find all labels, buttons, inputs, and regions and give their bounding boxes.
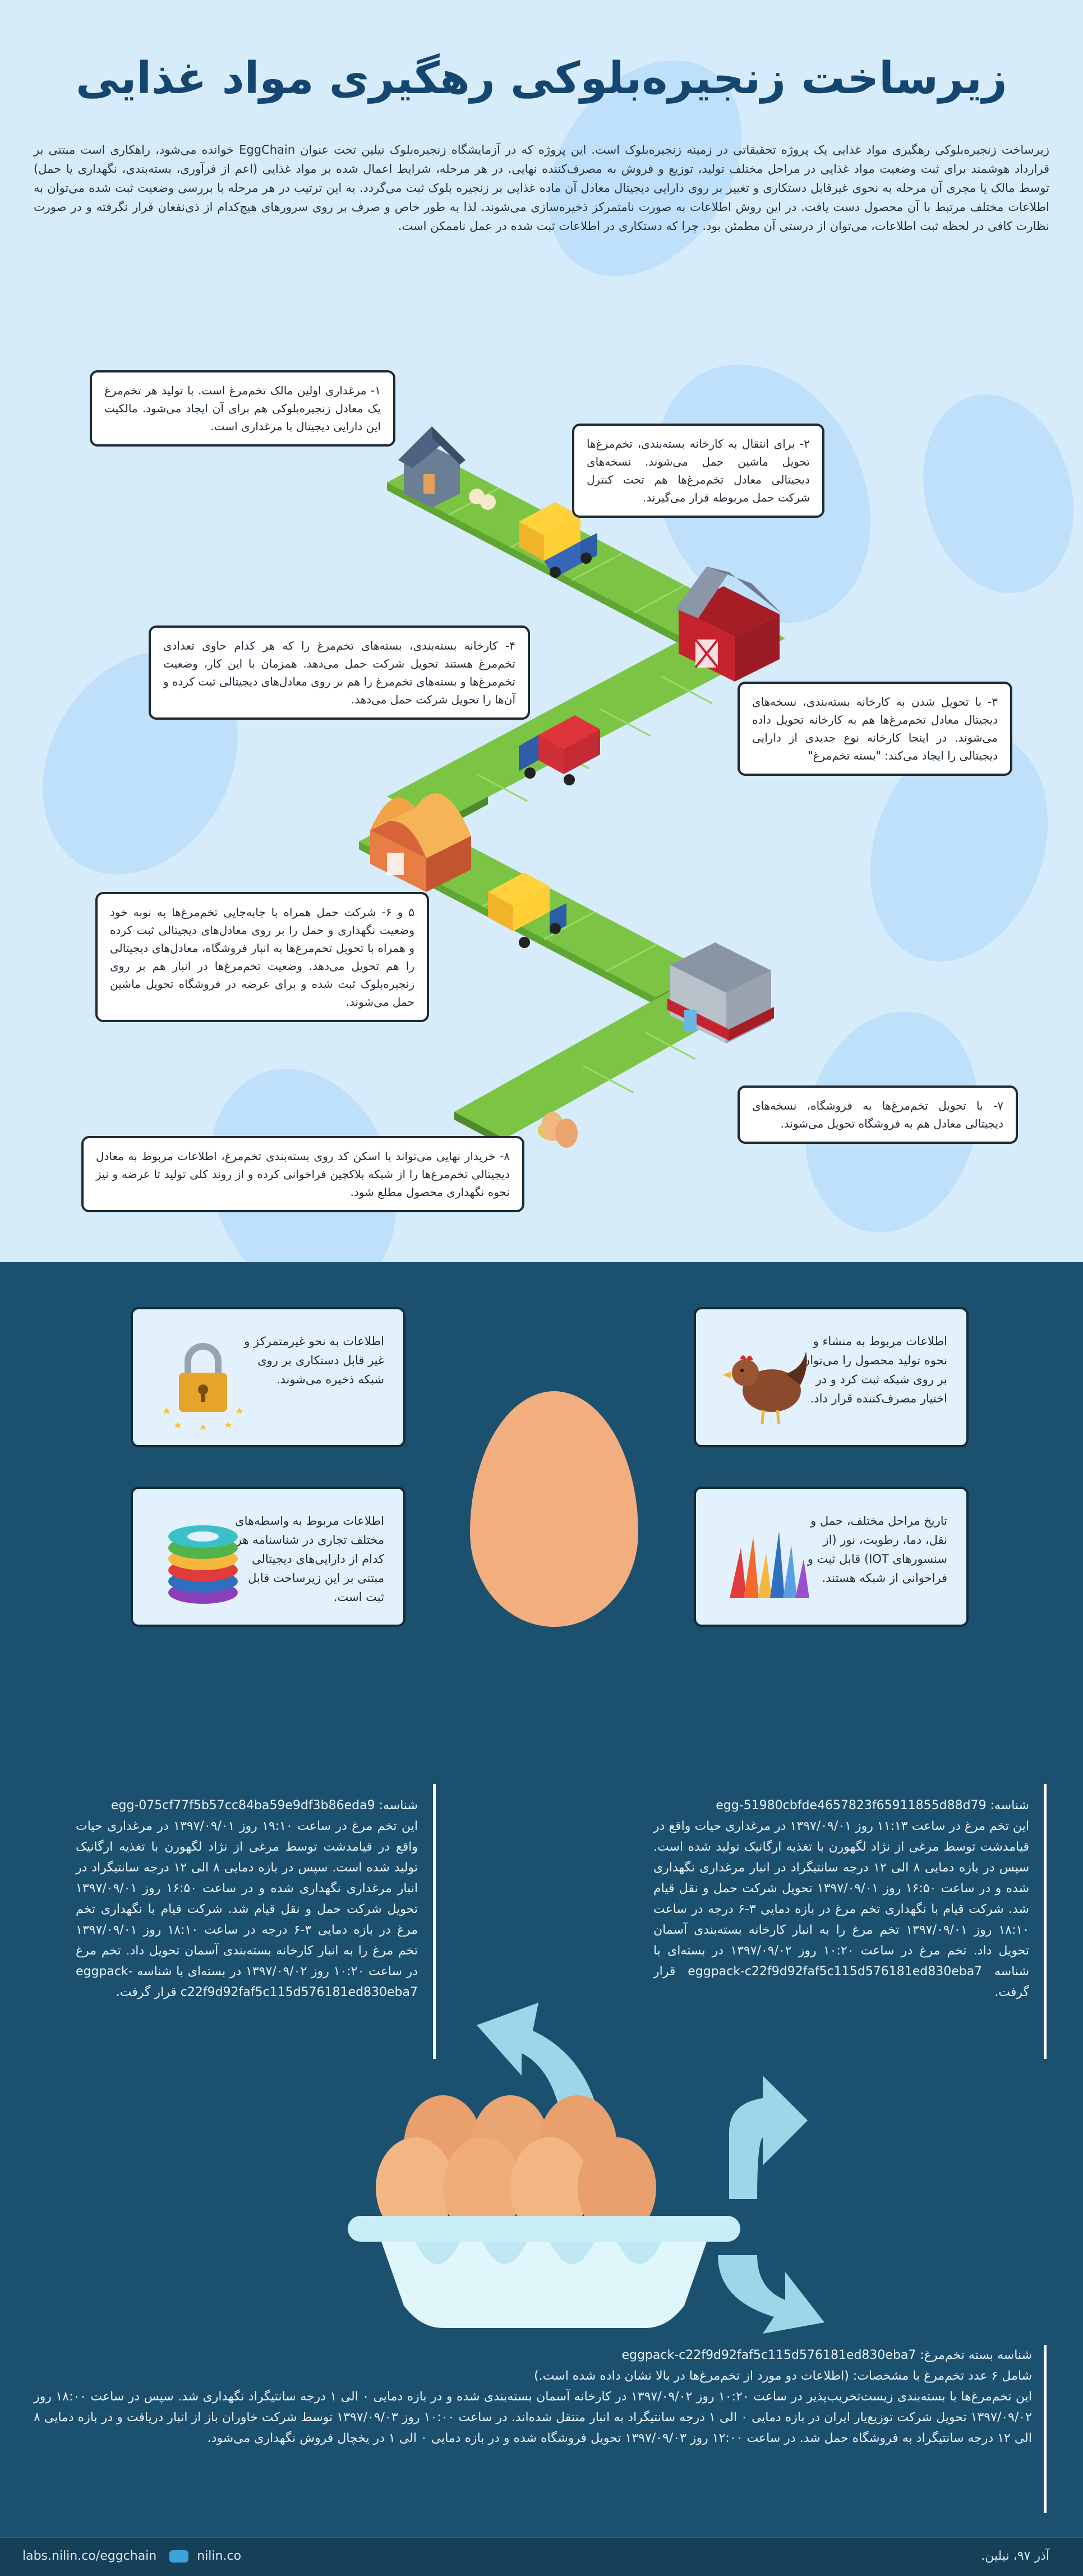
arrow-down-right-icon bbox=[718, 2255, 824, 2334]
packing-barn-icon bbox=[676, 567, 782, 682]
delivery-truck-icon bbox=[519, 715, 600, 785]
footer-brand[interactable]: nilin.co bbox=[197, 2549, 242, 2563]
step-4-callout: ۴- کارخانه بسته‌بندی، بسته‌های تخم‌مرغ ر… bbox=[149, 625, 530, 720]
fact-card-origin: اطلاعات مربوط به منشاء و نحوه تولید محصو… bbox=[694, 1307, 969, 1447]
footer-links: labs.nilin.co/eggchain nilin.co bbox=[22, 2549, 241, 2563]
step-3-callout: ۳- با تحویل شدن به کارخانه بسته‌بندی، نس… bbox=[738, 682, 1012, 776]
egg-carton-icon bbox=[538, 1112, 578, 1148]
egg-tray-icon bbox=[348, 2216, 740, 2328]
arrow-up-right-icon bbox=[729, 2076, 808, 2199]
fact-text: تاریخ مراحل مختلف، حمل و نقل، دما، رطوبت… bbox=[807, 1514, 947, 1585]
supply-chain-section: زیرساخت زنجیره‌بلوکی رهگیری مواد غذایی ز… bbox=[0, 0, 1083, 1262]
fact-text: اطلاعات مربوط به منشاء و نحوه تولید محصو… bbox=[801, 1335, 947, 1405]
delivery-truck-icon bbox=[519, 502, 597, 578]
egg-id: شناسه: egg-51980cbfde4657823f65911855d88… bbox=[716, 1798, 1029, 1813]
padlock-icon bbox=[163, 1343, 243, 1430]
step-8-callout: ۸- خریدار نهایی می‌تواند با اسکن کد روی … bbox=[81, 1136, 524, 1212]
egg-history: این تخم مرغ در ساعت ۱۹:۱۰ روز ۱۳۹۷/۰۹/۰۱… bbox=[76, 1819, 418, 1999]
hen-icon bbox=[723, 1351, 807, 1425]
footer: آذر ۹۷، نیلین. labs.nilin.co/eggchain ni… bbox=[0, 2537, 1083, 2576]
grocery-store-icon bbox=[667, 942, 774, 1043]
fact-text: اطلاعات به نحو غیرمتمرکز و غیر قابل دستک… bbox=[244, 1335, 384, 1386]
egg-history: این تخم مرغ در ساعت ۱۱:۱۳ روز ۱۳۹۷/۰۹/۰۱… bbox=[653, 1819, 1030, 1999]
intro-paragraph: زیرساخت زنجیره‌بلوکی رهگیری مواد غذایی ی… bbox=[34, 143, 1049, 233]
step-7-callout: ۷- با تحویل تخم‌مرغ‌ها به فروشگاه، نسخه‌… bbox=[738, 1085, 1018, 1144]
divider-line bbox=[433, 1784, 436, 2059]
supply-chain-road bbox=[359, 426, 785, 1148]
step-1-callout: ۱- مرغداری اولین مالک تخم‌مرغ است. با تو… bbox=[90, 370, 395, 447]
divider-line bbox=[1044, 2345, 1047, 2513]
step-5-6-callout: ۵ و ۶- شرکت حمل همراه با جابه‌جایی تخم‌م… bbox=[95, 892, 429, 1022]
page-title: زیرساخت زنجیره‌بلوکی رهگیری مواد غذایی bbox=[76, 53, 1007, 104]
fact-text: اطلاعات مربوط به واسطه‌های مختلف تجاری د… bbox=[235, 1514, 384, 1604]
egg-record-left: شناسه: egg-075cf77f5b57cc84ba59e9df3b86e… bbox=[76, 1795, 418, 2003]
eggpack-record: شناسه بسته تخم‌مرغ: eggpack-c22f9d92faf5… bbox=[34, 2345, 1032, 2449]
egg-icon bbox=[470, 1391, 638, 1627]
stacked-rings-icon bbox=[168, 1525, 238, 1604]
poultry-farm-icon bbox=[398, 426, 496, 510]
eggpack-history: این تخم‌مرغ‌ها با بسته‌بندی زیست‌تخریب‌پ… bbox=[34, 2390, 1033, 2445]
step-2-callout: ۲- برای انتقال به کارخانه بسته‌بندی، تخم… bbox=[572, 424, 824, 518]
sensor-chart-icon bbox=[730, 1531, 809, 1598]
footer-url[interactable]: labs.nilin.co/eggchain bbox=[22, 2549, 157, 2563]
eggpack-spec: شامل ۶ عدد تخم‌مرغ با مشخصات: (اطلاعات د… bbox=[534, 2369, 1032, 2383]
egg-id: شناسه: egg-075cf77f5b57cc84ba59e9df3b86e… bbox=[110, 1798, 418, 1813]
egg-icon bbox=[376, 2095, 656, 2238]
fact-card-iot: تاریخ مراحل مختلف، حمل و نقل، دما، رطوبت… bbox=[694, 1487, 969, 1627]
packaging-factory-icon bbox=[370, 793, 471, 892]
delivery-truck-icon bbox=[488, 872, 566, 948]
nilin-logo-icon bbox=[169, 2550, 189, 2563]
footer-date: آذر ۹۷، نیلین. bbox=[981, 2549, 1049, 2563]
eggpack-id: شناسه بسته تخم‌مرغ: eggpack-c22f9d92faf5… bbox=[621, 2348, 1032, 2362]
fact-card-intermediaries: اطلاعات مربوط به واسطه‌های مختلف تجاری د… bbox=[131, 1487, 405, 1627]
divider-line bbox=[1044, 1784, 1047, 2059]
egg-record-right: شناسه: egg-51980cbfde4657823f65911855d88… bbox=[653, 1795, 1029, 2003]
egg-tray-illustration bbox=[348, 2003, 824, 2334]
fact-card-decentralized: اطلاعات به نحو غیرمتمرکز و غیر قابل دستک… bbox=[131, 1307, 405, 1447]
